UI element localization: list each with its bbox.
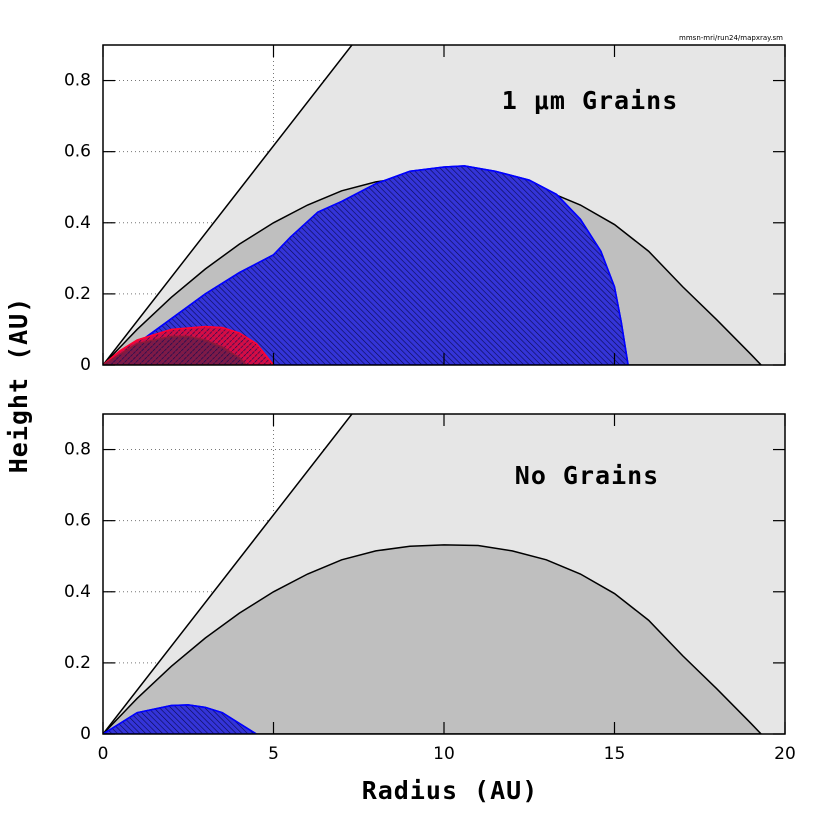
x-tick-label: 15	[604, 744, 626, 764]
boundary-line	[103, 45, 353, 365]
x-axis-label: Radius (AU)	[362, 776, 539, 805]
y-axis-label: Height (AU)	[4, 297, 33, 474]
y-tick-label: 0.6	[64, 511, 91, 531]
panel-annotation: No Grains	[515, 461, 659, 490]
y-tick-label: 0.6	[64, 142, 91, 162]
boundary-line	[103, 414, 353, 734]
y-tick-label: 0.2	[64, 653, 91, 673]
panel-annotation: 1 μm Grains	[502, 86, 679, 115]
plot-content	[103, 414, 785, 734]
source-note: mmsn-mri/run24/mapxray.sm	[679, 34, 783, 42]
x-tick-label: 0	[98, 744, 109, 764]
hatch	[103, 704, 258, 734]
plot-content	[103, 45, 785, 365]
y-tick-label: 0	[80, 355, 91, 375]
y-tick-label: 0.4	[64, 582, 91, 602]
y-tick-label: 0	[80, 724, 91, 744]
y-tick-label: 0.2	[64, 284, 91, 304]
x-tick-label: 5	[268, 744, 279, 764]
x-tick-label: 20	[774, 744, 796, 764]
x-tick-label: 10	[433, 744, 455, 764]
y-tick-label: 0.4	[64, 213, 91, 233]
y-tick-label: 0.8	[64, 440, 91, 460]
hatch	[103, 335, 248, 365]
y-tick-label: 0.8	[64, 71, 91, 91]
hatch	[103, 165, 629, 365]
area	[103, 544, 763, 734]
